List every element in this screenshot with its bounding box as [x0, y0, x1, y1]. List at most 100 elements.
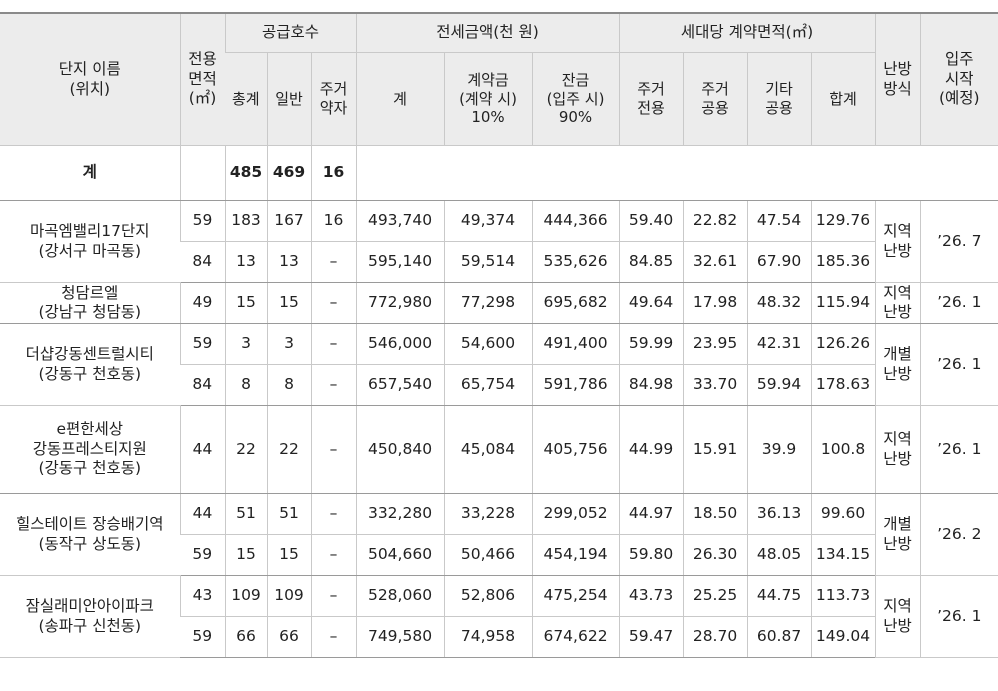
deposit-total-cell: 546,000 [355, 323, 445, 365]
supply-total-cell: 51 [224, 493, 267, 535]
total-supply-vulnerable: 16 [310, 145, 357, 201]
area-other-cell: 60.87 [746, 616, 812, 658]
deposit-contract-cell: 50,466 [443, 534, 533, 576]
deposit-balance-cell: 535,626 [531, 241, 620, 283]
supply-general-cell: 13 [266, 241, 311, 283]
area-exclusive-cell: 59.47 [618, 616, 684, 658]
deposit-balance-cell: 444,366 [531, 200, 620, 242]
area-sum-cell: 99.60 [810, 493, 876, 535]
header-area-exclusive-label: 주거 전용 [637, 80, 665, 117]
table-row: 59 15 15–504,660 50,466 454,194 59.80 26.30 48.… [0, 534, 998, 576]
header-supply-general: 일반 [266, 52, 311, 146]
total-label: 계 [0, 145, 180, 201]
area-exclusive-cell: 59.99 [618, 323, 684, 365]
area-cell: 84 [180, 241, 225, 283]
deposit-balance-cell: 454,194 [531, 534, 620, 576]
deposit-contract-cell: 49,374 [443, 200, 533, 242]
supply-vulnerable-cell: – [310, 323, 357, 365]
total-row: 계 485 469 16 [0, 145, 998, 201]
move-in-value: ’26. 1 [937, 606, 982, 625]
header-deposit-total: 계 [355, 52, 445, 146]
complex-name: 청담르엘 (강남구 청담동) [38, 283, 142, 321]
area-other-cell: 59.94 [746, 364, 812, 406]
header-area: 전용 면적 (㎡) [179, 13, 225, 146]
heating-value: 개별 난방 [883, 515, 912, 553]
move-in-value: ’26. 1 [937, 354, 982, 373]
header-contract-area: 세대당 계약면적(㎡) [618, 13, 876, 53]
area-common-cell: 15.91 [682, 405, 748, 494]
supply-general-cell: 66 [266, 616, 311, 658]
complex-name: 더샵강동센트럴시티 (강동구 천호동) [25, 345, 154, 383]
header-supply: 공급호수 [224, 13, 357, 53]
supply-vulnerable-cell: – [310, 493, 357, 535]
supply-general-cell: 51 [266, 493, 311, 535]
heating-cell: 지역 난방 [874, 200, 921, 283]
move-in-value: ’26. 2 [937, 524, 982, 543]
header-complex: 단지 이름 (위치) [0, 13, 180, 146]
supply-vulnerable-cell: – [310, 616, 357, 658]
complex-name: 잠실래미안아이파크 (송파구 신천동) [25, 597, 154, 635]
area-common-cell: 33.70 [682, 364, 748, 406]
header-move-in: 입주 시작 (예정) [919, 13, 998, 146]
heating-cell: 지역 난방 [874, 575, 921, 658]
table-row: e편한세상 강동프레스티지원 (강동구 천호동) 44 22 22–450,840 45… [0, 405, 998, 494]
complex-name: 힐스테이트 장승배기역 (동작구 상도동) [15, 515, 164, 553]
supply-general-cell: 167 [266, 200, 311, 242]
area-exclusive-cell: 43.73 [618, 575, 684, 617]
deposit-contract-cell: 74,958 [443, 616, 533, 658]
deposit-total-cell: 595,140 [355, 241, 445, 283]
deposit-total-cell: 528,060 [355, 575, 445, 617]
total-blank [355, 145, 998, 201]
area-other-cell: 48.05 [746, 534, 812, 576]
rental-supply-table: 단지 이름 (위치) 전용 면적 (㎡) 공급호수 전세금액(천 원) 세대당 … [0, 12, 998, 658]
area-sum-cell: 113.73 [810, 575, 876, 617]
area-other-cell: 39.9 [746, 405, 812, 494]
complex-name-cell: 힐스테이트 장승배기역 (동작구 상도동) [0, 493, 180, 576]
table-row: 59 66 66–749,580 74,958 674,622 59.47 28.70 60.… [0, 616, 998, 658]
heating-value: 지역 난방 [883, 283, 912, 321]
area-exclusive-cell: 84.85 [618, 241, 684, 283]
deposit-contract-cell: 59,514 [443, 241, 533, 283]
area-sum-cell: 178.63 [810, 364, 876, 406]
area-other-cell: 36.13 [746, 493, 812, 535]
header-area-other: 기타 공용 [746, 52, 812, 146]
supply-general-cell: 15 [266, 282, 311, 324]
supply-total-cell: 13 [224, 241, 267, 283]
header-area-common: 주거 공용 [682, 52, 748, 146]
supply-total-cell: 183 [224, 200, 267, 242]
supply-vulnerable-cell: – [310, 364, 357, 406]
area-sum-cell: 115.94 [810, 282, 876, 324]
supply-vulnerable-cell: – [310, 405, 357, 494]
deposit-balance-cell: 674,622 [531, 616, 620, 658]
area-other-cell: 44.75 [746, 575, 812, 617]
area-cell: 59 [180, 534, 225, 576]
header-deposit-contract-label: 계약금 (계약 시) 10% [459, 70, 517, 127]
header-complex-label: 단지 이름 (위치) [58, 60, 121, 98]
move-in-cell: ’26. 1 [919, 282, 998, 324]
supply-general-cell: 22 [266, 405, 311, 494]
area-other-cell: 67.90 [746, 241, 812, 283]
header-deposit-balance: 잔금 (입주 시) 90% [531, 52, 620, 146]
complex-name: e편한세상 강동프레스티지원 (강동구 천호동) [32, 420, 147, 478]
supply-vulnerable-cell: – [310, 534, 357, 576]
move-in-cell: ’26. 1 [919, 323, 998, 406]
deposit-contract-cell: 45,084 [443, 405, 533, 494]
area-common-cell: 23.95 [682, 323, 748, 365]
header-heating-label: 난방 방식 [883, 60, 912, 98]
supply-total-cell: 22 [224, 405, 267, 494]
area-sum-cell: 100.8 [810, 405, 876, 494]
total-supply-total: 485 [224, 145, 267, 201]
deposit-contract-cell: 77,298 [443, 282, 533, 324]
area-exclusive-cell: 84.98 [618, 364, 684, 406]
header-heating: 난방 방식 [874, 13, 921, 146]
supply-vulnerable-cell: – [310, 241, 357, 283]
area-exclusive-cell: 44.97 [618, 493, 684, 535]
supply-vulnerable-cell: – [310, 282, 357, 324]
deposit-balance-cell: 405,756 [531, 405, 620, 494]
heating-value: 개별 난방 [883, 345, 912, 383]
area-cell: 59 [180, 616, 225, 658]
area-sum-cell: 126.26 [810, 323, 876, 365]
header-move-in-label: 입주 시작 (예정) [938, 50, 980, 108]
area-other-cell: 47.54 [746, 200, 812, 242]
deposit-total-cell: 504,660 [355, 534, 445, 576]
